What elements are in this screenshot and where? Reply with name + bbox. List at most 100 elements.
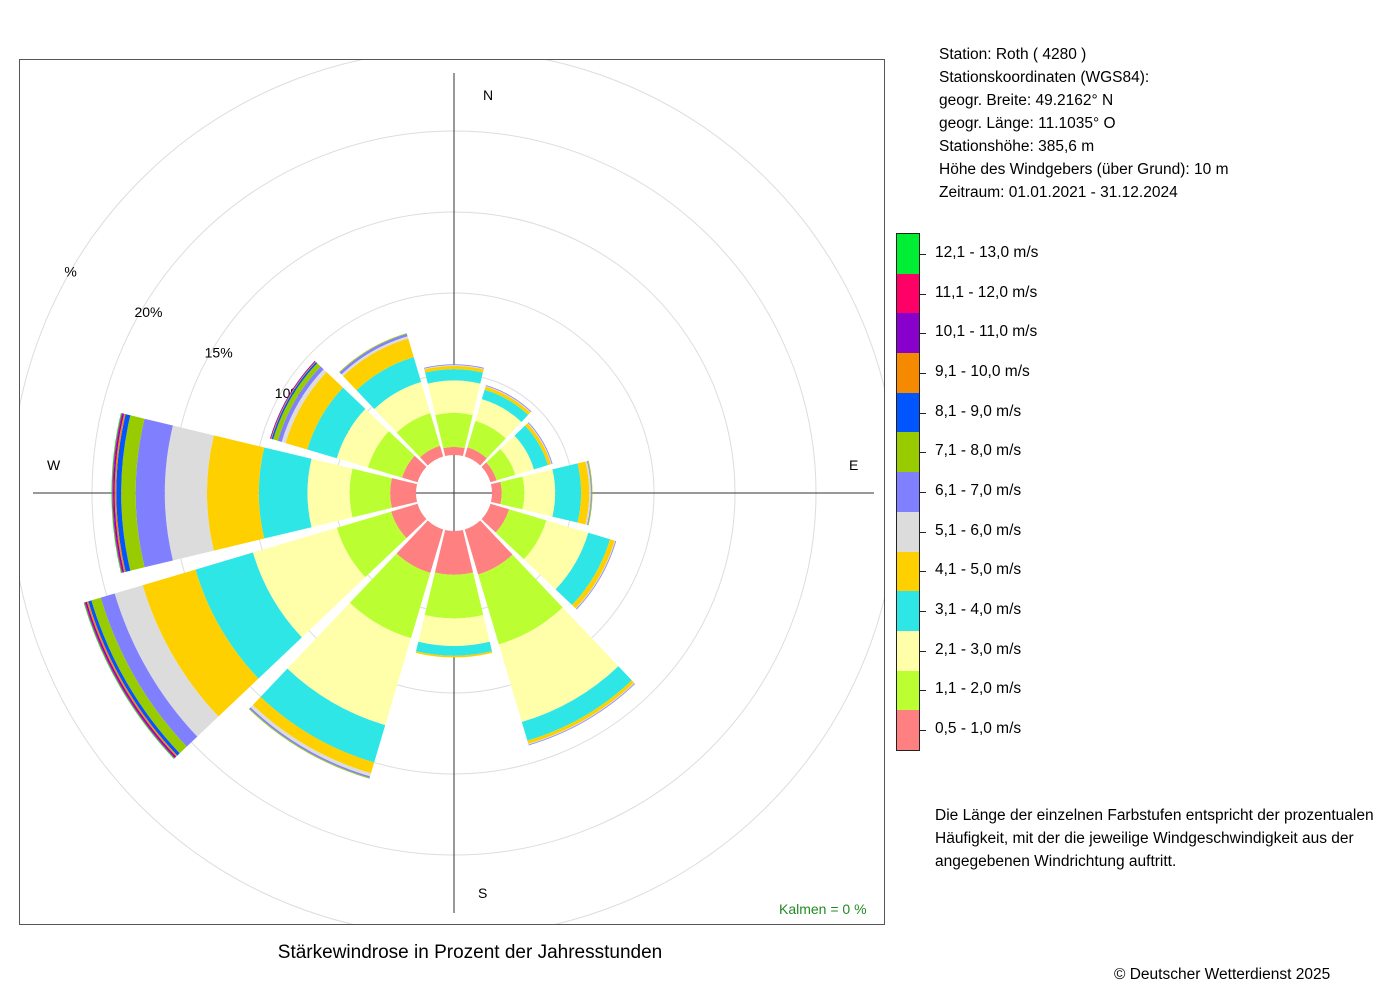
legend-swatch: [897, 273, 919, 314]
legend-tick: [920, 611, 926, 613]
legend-tick: [920, 452, 926, 454]
legend-swatch: [897, 630, 919, 671]
sector-segment-240deg-class-7: [91, 597, 187, 754]
time-period: Zeitraum: 01.01.2021 - 31.12.2024: [939, 184, 1178, 201]
compass-label-south: S: [478, 885, 487, 901]
legend-label: 0,5 - 1,0 m/s: [935, 720, 1022, 738]
wind-rose-svg: 5%10%15%20%% N E S W Kalmen = 0 %: [20, 60, 884, 924]
station-longitude: geogr. Länge: 11.1035° O: [939, 115, 1116, 132]
sector-segment-90deg-class-3: [552, 463, 582, 523]
sector-segment-180deg-class-3: [416, 641, 492, 656]
legend-label: 1,1 - 2,0 m/s: [935, 680, 1022, 698]
sector-segment-300deg-class-2: [336, 408, 389, 468]
sector-segment-300deg-class-3: [307, 387, 366, 459]
legend-label: 4,1 - 5,0 m/s: [935, 561, 1022, 579]
sector-segment-270deg-class-6: [135, 418, 173, 568]
station-latitude: geogr. Breite: 49.2162° N: [939, 92, 1114, 109]
legend-swatch: [897, 353, 919, 393]
sector-segment-270deg-class-10: [113, 413, 125, 573]
legend-swatch: [897, 392, 919, 433]
legend-label: 7,1 - 8,0 m/s: [935, 442, 1022, 460]
sector-segment-330deg-class-1: [396, 413, 440, 458]
sector-segment-90deg-class-6: [587, 460, 592, 526]
sector-segment-270deg-class-0: [390, 478, 418, 508]
sector-segment-0deg-class-3: [425, 369, 483, 384]
sector-segment-210deg-class-0: [396, 520, 444, 573]
sector-segment-330deg-class-2: [374, 382, 431, 433]
sector-segment-270deg-class-2: [307, 458, 353, 528]
sector-segment-30deg-class-1: [467, 420, 506, 459]
sector-segment-180deg-class-2: [418, 615, 490, 647]
sector-segment-0deg-class-2: [427, 380, 481, 416]
sector-segment-270deg-class-3: [258, 447, 312, 539]
sector-segment-60deg-class-0: [481, 462, 497, 483]
sector-segment-90deg-class-7: [587, 460, 593, 526]
sector-segment-30deg-class-4: [484, 386, 531, 415]
legend-tick: [920, 333, 926, 335]
legend-swatch: [897, 591, 919, 631]
sector-segment-240deg-class-2: [252, 527, 366, 638]
legend-swatch: [897, 670, 919, 711]
legend-label: 2,1 - 3,0 m/s: [935, 640, 1022, 658]
sector-segment-270deg-class-4: [207, 435, 265, 551]
sector-segment-90deg-class-2: [522, 469, 556, 517]
sector-segment-330deg-class-5: [341, 336, 409, 377]
sector-segment-240deg-class-4: [142, 569, 259, 717]
sector-segment-330deg-class-6: [339, 333, 408, 375]
sector-segment-330deg-class-0: [420, 445, 444, 466]
copyright: © Deutscher Wetterdienst 2025: [1114, 966, 1331, 983]
station-elevation: Stationshöhe: 385,6 m: [939, 138, 1095, 155]
legend-tick: [920, 730, 926, 732]
sector-segment-180deg-class-0: [434, 529, 474, 575]
sector-segment-300deg-class-5: [281, 369, 327, 444]
sector-segment-270deg-class-11: [112, 413, 123, 573]
sector-segment-30deg-class-3: [481, 389, 529, 422]
sector-segment-90deg-class-4: [577, 461, 590, 525]
legend-swatch: [897, 551, 919, 592]
station-name: Station: Roth ( 4280 ): [939, 46, 1087, 63]
explanation-text: Die Länge der einzelnen Farbstufen entsp…: [935, 807, 1374, 870]
legend-tick: [920, 492, 926, 493]
sector-segment-300deg-class-1: [367, 431, 415, 478]
legend-label: 6,1 - 7,0 m/s: [935, 482, 1022, 499]
sector-segment-90deg-class-1: [500, 476, 525, 510]
legend-label: 12,1 - 13,0 m/s: [935, 243, 1039, 261]
sector-segment-270deg-class-8: [116, 414, 131, 572]
radial-tick-label: %: [64, 264, 76, 280]
sector-segment-120deg-class-4: [572, 539, 615, 609]
sector-segment-30deg-class-0: [464, 447, 487, 466]
sector-segment-210deg-class-3: [260, 668, 386, 763]
sector-segment-60deg-class-3: [514, 425, 548, 470]
sector-segment-210deg-class-2: [287, 602, 411, 726]
sector-segment-300deg-class-4: [285, 372, 343, 450]
calm-label: Kalmen = 0 %: [779, 901, 867, 917]
legend-tick: [920, 293, 926, 295]
sector-segment-210deg-class-4: [252, 696, 375, 774]
wind-sectors: [83, 333, 636, 779]
legend-label: 9,1 - 10,0 m/s: [935, 362, 1030, 380]
sector-segment-270deg-class-5: [164, 425, 214, 561]
legend-swatch: [897, 432, 919, 473]
sector-segment-60deg-class-4: [525, 423, 552, 466]
sector-segment-300deg-class-0: [402, 455, 427, 483]
compass-label-east: E: [849, 457, 858, 473]
legend-tick: [920, 650, 926, 652]
sector-segment-300deg-class-6: [277, 366, 324, 442]
sector-segment-330deg-class-4: [343, 338, 414, 391]
sector-segment-240deg-class-6: [100, 593, 198, 747]
wind-rose-plot: 5%10%15%20%% N E S W Kalmen = 0 %: [19, 59, 885, 925]
sector-segment-150deg-class-2: [498, 607, 619, 723]
legend-tick: [920, 531, 926, 533]
sector-segment-240deg-class-1: [336, 511, 407, 578]
sector-segment-120deg-class-0: [481, 503, 510, 533]
sector-segment-270deg-class-1: [349, 468, 392, 518]
sector-segment-0deg-class-6: [423, 364, 485, 369]
sector-segment-240deg-class-0: [391, 503, 427, 539]
legend-label: 10,1 - 11,0 m/s: [935, 323, 1038, 341]
legend-tick: [920, 412, 926, 414]
legend-tick: [920, 253, 926, 255]
legend-swatch: [897, 472, 919, 512]
sector-segment-300deg-class-7: [273, 363, 321, 441]
legend-swatch: [897, 511, 919, 552]
sector-segment-270deg-class-7: [121, 415, 145, 571]
